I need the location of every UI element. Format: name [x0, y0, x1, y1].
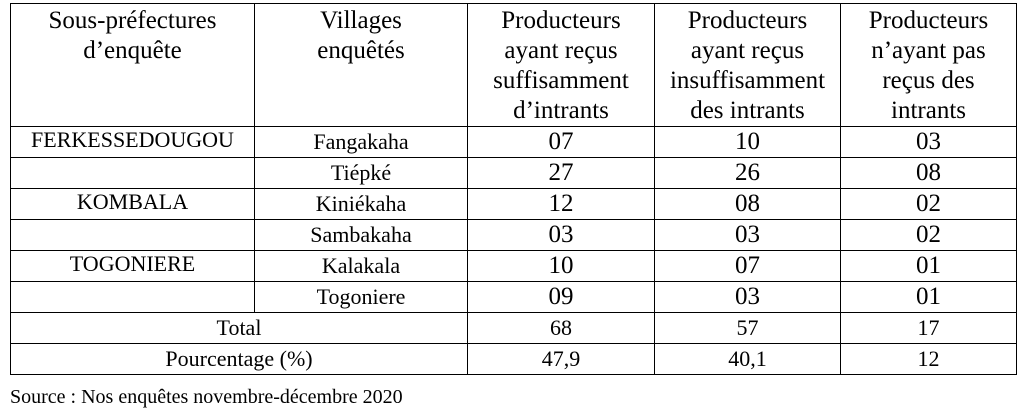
header-aucun: Producteurs n’ayant pas reçus des intran…	[840, 3, 1017, 127]
insuffisant-cell: 10	[654, 126, 841, 158]
aucun-cell: 01	[840, 250, 1017, 282]
header-line: Producteurs	[687, 7, 808, 34]
village-cell: Sambakaha	[254, 219, 468, 251]
table-container: Sous-préfectures d’enquête Villages enqu…	[10, 3, 1017, 375]
header-line: Producteurs	[501, 7, 621, 34]
header-line: ayant reçus	[690, 37, 805, 64]
header-insuffisant: Producteurs ayant reçus insuffisamment d…	[654, 3, 841, 127]
suffisant-cell: 27	[467, 157, 655, 189]
header-line: Sous-préfectures	[48, 7, 217, 34]
suffisant-cell: 12	[467, 188, 655, 220]
suffisant-cell: 10	[467, 250, 655, 282]
percentage-insuffisant: 40,1	[654, 343, 841, 375]
total-row: Total 68 57 17	[10, 312, 1017, 344]
percentage-row: Pourcentage (%) 47,9 40,1 12	[10, 343, 1017, 375]
suffisant-cell: 03	[467, 219, 655, 251]
header-line: suffisamment	[493, 67, 629, 94]
header-line: des intrants	[690, 97, 805, 124]
village-cell: Kalakala	[254, 250, 468, 282]
village-cell: Togoniere	[254, 281, 468, 313]
suffisant-cell: 09	[467, 281, 655, 313]
aucun-cell: 02	[840, 188, 1017, 220]
header-suffisant: Producteurs ayant reçus suffisamment d’i…	[467, 3, 655, 127]
header-sous-prefecture: Sous-préfectures d’enquête	[10, 3, 255, 127]
total-label: Total	[10, 312, 468, 344]
header-line: n’ayant pas	[871, 37, 986, 64]
insuffisant-cell: 26	[654, 157, 841, 189]
village-cell: Fangakaha	[254, 126, 468, 158]
inputs-distribution-table: Sous-préfectures d’enquête Villages enqu…	[10, 3, 1017, 375]
table-row: Sambakaha 03 03 02	[10, 219, 1017, 251]
sous-prefecture-cell: FERKESSEDOUGOU	[10, 126, 255, 158]
total-insuffisant: 57	[654, 312, 841, 344]
header-line: Villages	[320, 7, 402, 34]
header-line: d’enquête	[83, 37, 182, 64]
sous-prefecture-cell-continued	[10, 281, 255, 313]
total-aucun: 17	[840, 312, 1017, 344]
suffisant-cell: 07	[467, 126, 655, 158]
header-line: enquêtés	[317, 37, 405, 64]
percentage-aucun: 12	[840, 343, 1017, 375]
header-line: d’intrants	[513, 97, 609, 124]
table-row: FERKESSEDOUGOU Fangakaha 07 10 03	[10, 126, 1017, 158]
header-line: insuffisamment	[669, 67, 826, 94]
aucun-cell: 08	[840, 157, 1017, 189]
sous-prefecture-cell: TOGONIERE	[10, 250, 255, 282]
percentage-label: Pourcentage (%)	[10, 343, 468, 375]
insuffisant-cell: 03	[654, 281, 841, 313]
table-row: Togoniere 09 03 01	[10, 281, 1017, 313]
sous-prefecture-cell: KOMBALA	[10, 188, 255, 220]
table-row: TOGONIERE Kalakala 10 07 01	[10, 250, 1017, 282]
header-line: reçus des	[882, 67, 975, 94]
aucun-cell: 02	[840, 219, 1017, 251]
village-cell: Tiépké	[254, 157, 468, 189]
village-cell: Kiniékaha	[254, 188, 468, 220]
header-line: ayant reçus	[504, 37, 618, 64]
header-villages: Villages enquêtés	[254, 3, 468, 127]
insuffisant-cell: 03	[654, 219, 841, 251]
percentage-suffisant: 47,9	[467, 343, 655, 375]
sous-prefecture-cell-continued	[10, 157, 255, 189]
table-row: KOMBALA Kiniékaha 12 08 02	[10, 188, 1017, 220]
insuffisant-cell: 07	[654, 250, 841, 282]
total-suffisant: 68	[467, 312, 655, 344]
aucun-cell: 01	[840, 281, 1017, 313]
sous-prefecture-cell-continued	[10, 219, 255, 251]
header-row: Sous-préfectures d’enquête Villages enqu…	[10, 3, 1017, 127]
header-line: Producteurs	[868, 7, 989, 34]
insuffisant-cell: 08	[654, 188, 841, 220]
header-line: intrants	[891, 97, 966, 124]
source-note: Source : Nos enquêtes novembre-décembre …	[10, 386, 403, 408]
aucun-cell: 03	[840, 126, 1017, 158]
table-row: Tiépké 27 26 08	[10, 157, 1017, 189]
